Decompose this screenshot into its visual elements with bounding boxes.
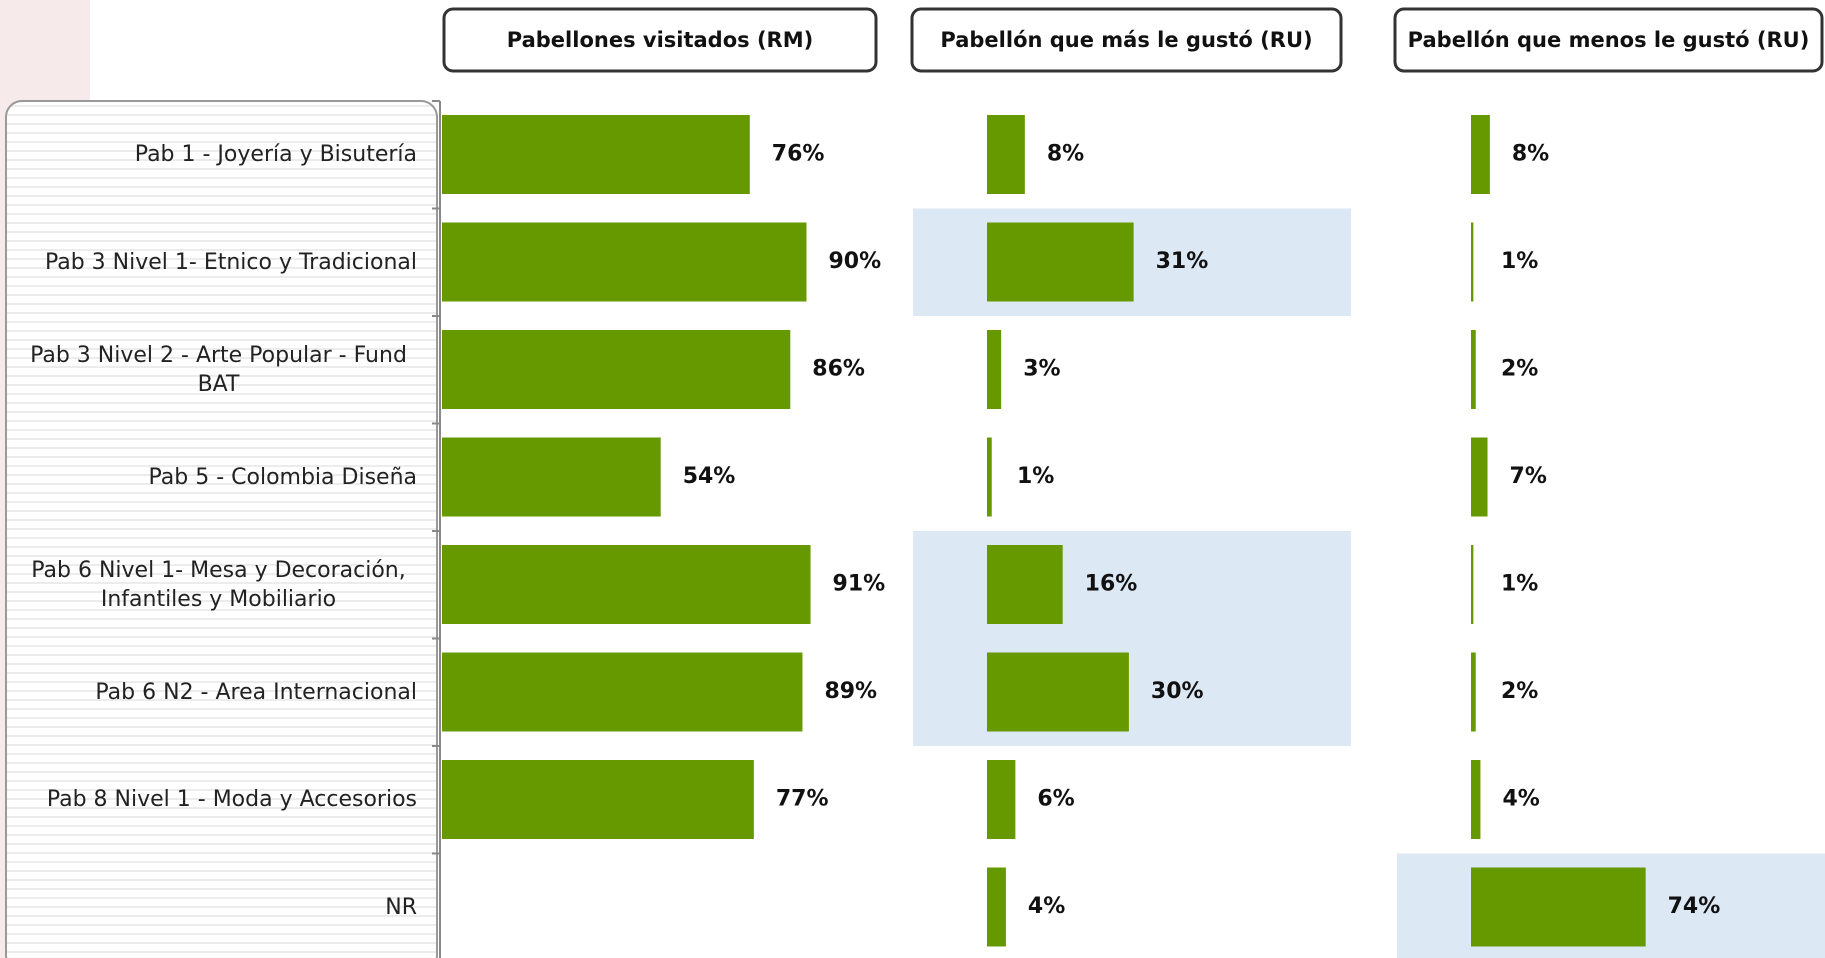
bar [442,222,807,302]
value-label: 2% [1501,679,1538,704]
label-box [5,100,438,958]
bar [442,330,791,409]
panel-title-box: Pabellón que menos le gustó (RU) [1407,28,1810,52]
bar [987,867,1006,947]
value-label: 16% [1085,572,1138,597]
value-label: 4% [1502,787,1539,812]
bar [1471,115,1490,194]
panel-title-box: Pabellón que más le gustó (RU) [940,28,1313,52]
value-label: 89% [824,679,877,704]
value-label: 74% [1668,894,1721,919]
category-label-box: Pab 8 Nivel 1 - Moda y Accesorios [46,787,417,812]
value-label: 8% [1047,142,1084,167]
value-label: 1% [1501,572,1538,597]
bar [987,330,1002,409]
panel-title: Pabellón que más le gustó (RU) [940,28,1313,52]
bar [442,437,661,517]
value-label: 1% [1501,249,1538,274]
bar [442,760,754,839]
value-label: 86% [812,357,865,382]
bar [1471,867,1646,947]
panel-title: Pabellones visitados (RM) [506,28,814,52]
bar [987,545,1063,624]
value-label: 31% [1156,249,1209,274]
value-label: 2% [1501,357,1538,382]
category-label-box: Pab 1 - Joyería y Bisutería [134,142,417,167]
bar [442,545,811,624]
panel-title-box: Pabellones visitados (RM) [506,28,814,52]
bar [987,652,1129,732]
value-label: 6% [1037,787,1074,812]
value-label: 7% [1510,464,1547,489]
bar [987,437,992,517]
bar [442,652,803,732]
bar [987,760,1016,839]
bar [1471,652,1476,732]
bar [1471,437,1488,517]
category-label: Pab 1 - Joyería y Bisutería [134,142,417,167]
category-label-box: Pab 6 Nivel 1- Mesa y Decoración, Infant… [31,557,406,612]
value-label: 54% [683,464,736,489]
bar [1471,222,1474,302]
bar [1471,330,1476,409]
value-label: 3% [1023,357,1060,382]
category-label-box: Pab 3 Nivel 1- Etnico y Tradicional [44,249,417,275]
bar [987,115,1025,194]
category-label: Pab 6 N2 - Area Internacional [95,679,417,705]
category-label-box: NR [385,894,417,920]
category-label: NR [385,894,417,920]
panel-title: Pabellón que menos le gustó (RU) [1407,28,1810,52]
category-label: Pab 8 Nivel 1 - Moda y Accesorios [46,787,417,812]
category-label-box: Pab 5 - Colombia Diseña [148,464,418,490]
bar [442,115,750,194]
category-label: Pab 3 Nivel 1- Etnico y Tradicional [44,249,417,275]
category-label-box: Pab 3 Nivel 2 - Arte Popular - Fund BAT [30,342,407,397]
category-label: Pab 3 Nivel 2 - Arte Popular - Fund BAT [30,342,407,397]
panel-title-frame [1393,7,1824,73]
value-label: 90% [829,249,882,274]
category-label-box: Pab 6 N2 - Area Internacional [95,679,417,705]
value-label: 76% [772,142,825,167]
value-label: 4% [1028,894,1065,919]
value-label: 8% [1512,142,1549,167]
row-highlight [913,638,1351,746]
category-label: Pab 5 - Colombia Diseña [148,464,418,490]
bar [987,222,1134,302]
row-highlight [913,531,1351,639]
value-label: 91% [833,572,886,597]
value-label: 1% [1017,464,1054,489]
value-label: 77% [776,787,829,812]
bar [1471,760,1481,839]
value-label: 30% [1151,679,1204,704]
panel-title-frame [910,7,1343,73]
bar [1471,545,1474,624]
category-label: Pab 6 Nivel 1- Mesa y Decoración, Infant… [31,557,406,612]
panel-title-frame [442,7,878,73]
